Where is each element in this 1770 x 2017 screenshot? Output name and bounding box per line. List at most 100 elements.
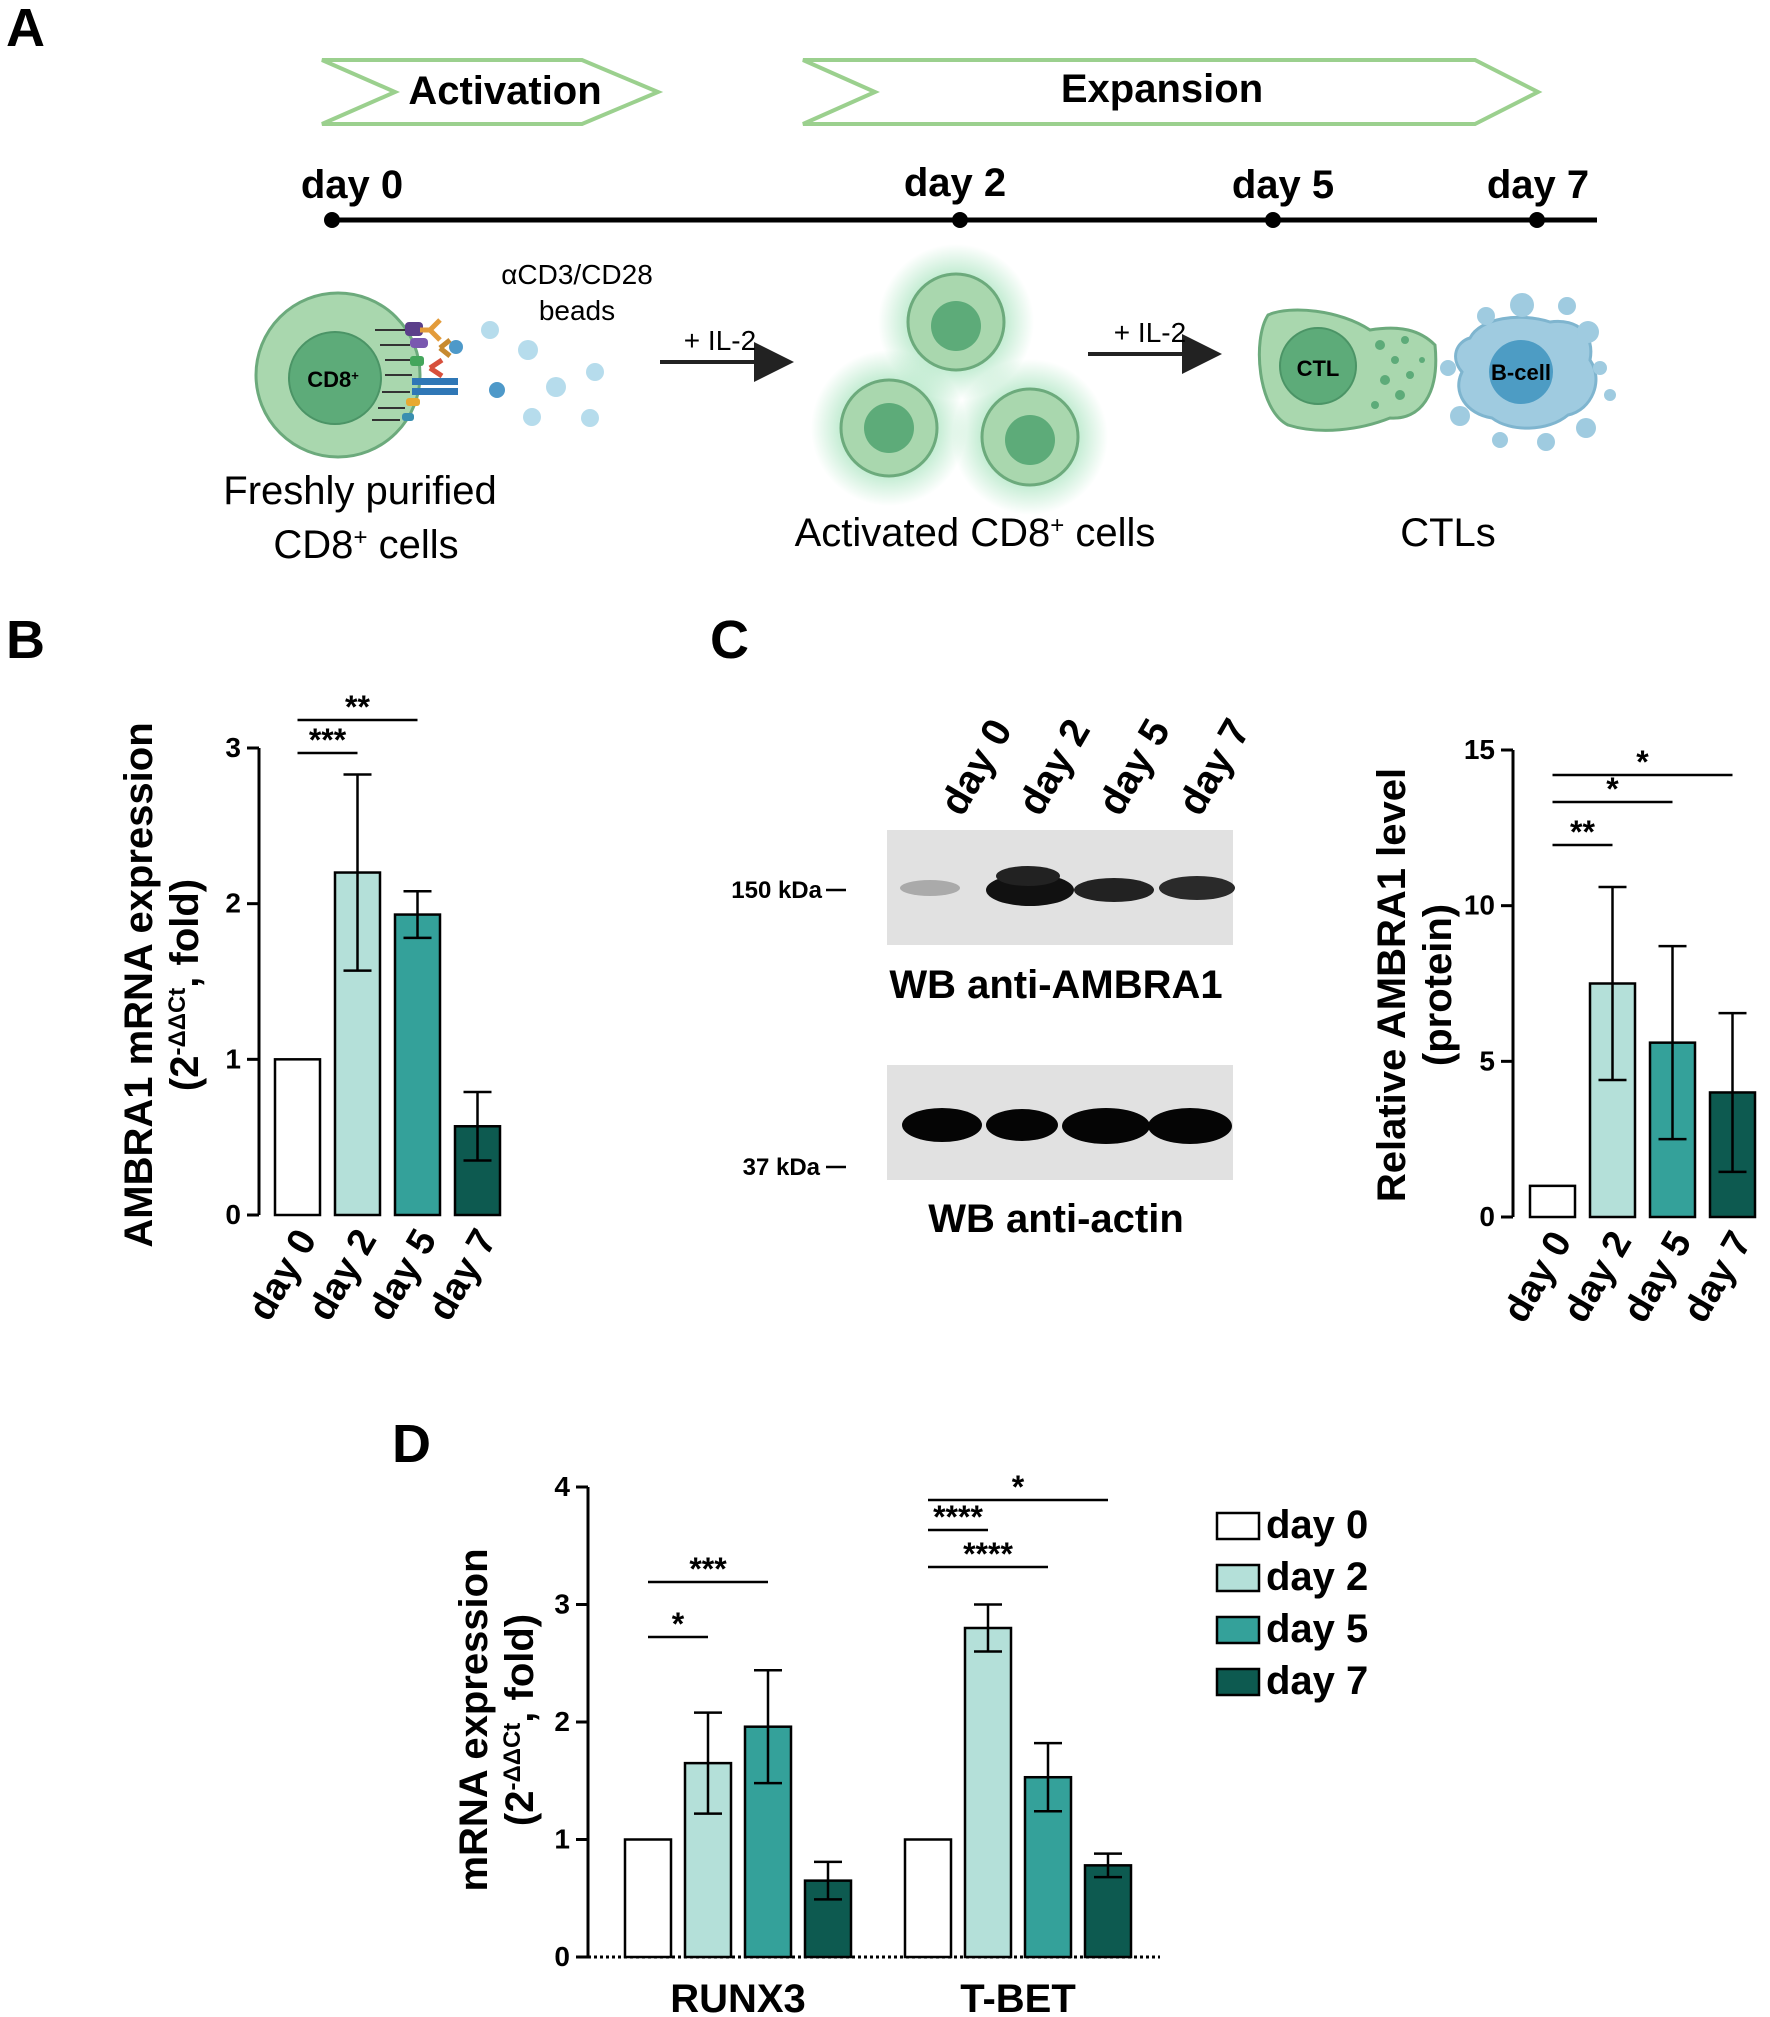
y-tick-label: 0 <box>1479 1201 1495 1232</box>
y-tick-label: 0 <box>225 1199 241 1230</box>
significance-stars: **** <box>933 1499 983 1535</box>
legend-label: day 0 <box>1266 1503 1368 1547</box>
y-tick-label: 3 <box>225 732 241 763</box>
legend-label: day 5 <box>1266 1607 1368 1651</box>
bar-day7 <box>453 1125 502 1217</box>
x-group-label: RUNX3 <box>670 1977 806 2017</box>
stage2-caption-cells: cells <box>1064 511 1155 555</box>
blot-actin-band-day0 <box>902 1108 982 1142</box>
significance-stars: * <box>1606 771 1619 807</box>
ctl-cell-label: CTL <box>1297 356 1340 381</box>
significance-stars: * <box>1636 744 1649 780</box>
bar-t-bet-day2 <box>963 1626 1013 1959</box>
blot-actin-band-day7 <box>1148 1108 1232 1144</box>
significance-stars: * <box>672 1606 685 1642</box>
timeline-dot-day0 <box>324 212 340 228</box>
y-tick-label: 5 <box>1479 1045 1495 1076</box>
phase-activation-label: Activation <box>408 69 601 113</box>
panel-b: B <box>6 610 45 670</box>
y-axis-sublabel-post: , fold) <box>163 879 207 988</box>
activation-arrow <box>321 58 664 126</box>
panel-c-letter: C <box>710 610 749 670</box>
legend-label: day 7 <box>1266 1659 1368 1703</box>
significance-stars: *** <box>689 1551 727 1587</box>
y-tick-label: 10 <box>1464 890 1495 921</box>
legend-swatch-day5 <box>1215 1615 1261 1645</box>
blot-lane-label-day5: day 5 <box>1090 712 1179 823</box>
timeline-dot-day2 <box>952 212 968 228</box>
blot-top-band-day5 <box>1074 878 1154 902</box>
timeline-label-day2: day 2 <box>904 161 1006 205</box>
blot-top-band-day7 <box>1159 876 1235 900</box>
y-tick-label: 1 <box>554 1824 570 1855</box>
il2-label-2: + IL-2 <box>1114 317 1186 348</box>
bar-t-bet-day0 <box>903 1838 953 1959</box>
expansion-arrow <box>802 58 1543 126</box>
svg-text:Activated CD8+ cells: Activated CD8+ cells <box>795 511 1156 555</box>
legend-swatch-day2 <box>1215 1563 1261 1593</box>
stage1-caption-sup: + <box>353 524 367 551</box>
bar-day5 <box>393 913 442 1217</box>
timeline-dot-day7 <box>1529 212 1545 228</box>
bar-t-bet-day7 <box>1083 1864 1133 1959</box>
timeline-label-day5: day 5 <box>1232 163 1334 207</box>
y-tick-label: 3 <box>554 1589 570 1620</box>
il2-label-1: + IL-2 <box>684 325 756 356</box>
x-group-label: T-BET <box>960 1977 1076 2017</box>
timeline-label-day0: day 0 <box>301 163 403 207</box>
stage1-caption-cells: cells <box>367 523 458 567</box>
y-axis-sublabel-post: , fold) <box>498 1614 542 1723</box>
panel-b-letter: B <box>6 610 45 670</box>
y-axis-label: Relative AMBRA1 level <box>1370 768 1414 1202</box>
panel-a: A Activation Expansion day 0 day 2 day 5… <box>6 0 1616 567</box>
significance-stars: *** <box>309 722 347 758</box>
panel-a-letter: A <box>6 0 45 58</box>
blot-caption-actin: WB anti-actin <box>928 1197 1184 1241</box>
panel-d: D <box>392 1414 431 1474</box>
y-tick-label: 0 <box>554 1941 570 1972</box>
marker-150kda: 150 kDa <box>731 877 822 904</box>
panel-c-blot: C day 0 day 2 day 5 day 7 150 kDa WB ant… <box>710 610 1259 1241</box>
legend-swatch-day7 <box>1215 1667 1261 1697</box>
bar-day0 <box>1528 1184 1577 1219</box>
y-axis-sublabel: (2-ΔΔCt, fold) <box>163 879 207 1091</box>
beads-label-line1: αCD3/CD28 <box>501 259 653 290</box>
activated-cells-illustration <box>811 244 1108 515</box>
cd8-cell-illustration: CD8+ <box>254 291 604 459</box>
blot-caption-ambra1: WB anti-AMBRA1 <box>889 963 1222 1007</box>
y-tick-label: 15 <box>1464 734 1495 765</box>
b-cell-label: B-cell <box>1491 360 1551 385</box>
blot-top-band-day0 <box>900 880 960 896</box>
stage1-caption-cd8: CD8 <box>273 523 353 567</box>
significance-stars: ** <box>345 689 370 725</box>
legend-swatch-day0 <box>1215 1511 1261 1541</box>
svg-text:CD8+ cells: CD8+ cells <box>273 523 458 567</box>
panel-d-letter: D <box>392 1414 431 1474</box>
blot-actin-band-day2 <box>986 1109 1058 1141</box>
y-axis-label: AMBRA1 mRNA expression <box>117 722 161 1247</box>
y-tick-label: 4 <box>554 1471 570 1502</box>
y-axis-sublabel-pre: (2 <box>498 1791 542 1827</box>
stage1-caption-line1: Freshly purified <box>223 469 496 513</box>
blot-lane-labels: day 0 day 2 day 5 day 7 <box>932 712 1259 823</box>
y-axis-sublabel-pre: (2 <box>163 1056 207 1092</box>
stage2-caption-sup: + <box>1050 512 1064 539</box>
cd8-cell-sup: + <box>351 368 359 383</box>
significance-stars: * <box>1012 1469 1025 1505</box>
cd8-cell-label: CD8 <box>307 367 351 392</box>
legend-label: day 2 <box>1266 1555 1368 1599</box>
bar-day0 <box>273 1058 322 1217</box>
y-tick-label: 2 <box>554 1706 570 1737</box>
bar-runx3-day0 <box>623 1838 673 1959</box>
y-axis-label: mRNA expression <box>452 1548 496 1891</box>
significance-stars: **** <box>963 1536 1013 1572</box>
phase-expansion-label: Expansion <box>1061 67 1263 111</box>
y-axis-sublabel: (2-ΔΔCt, fold) <box>498 1614 542 1826</box>
y-axis-sublabel-exp: -ΔΔCt <box>164 988 191 1056</box>
timeline-dot-day5 <box>1265 212 1281 228</box>
blot-lane-label-day2: day 2 <box>1010 712 1099 823</box>
y-axis-sublabel: (protein) <box>1416 904 1460 1066</box>
